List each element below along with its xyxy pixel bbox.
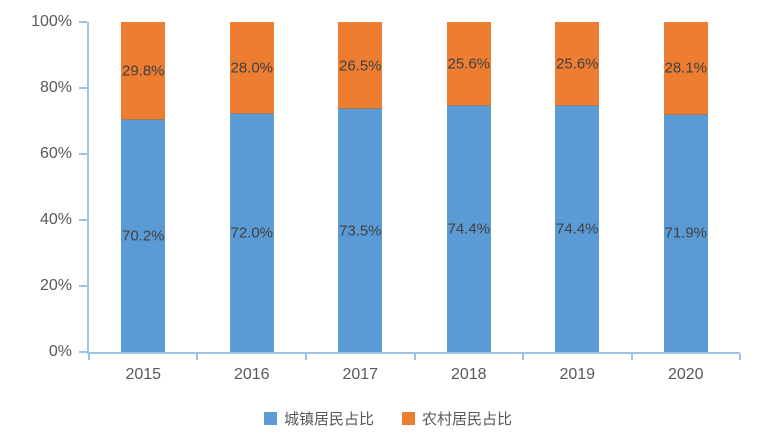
x-axis-tick (739, 354, 741, 360)
bar-segment-rural (555, 22, 600, 107)
legend-label-rural: 农村居民占比 (422, 411, 513, 428)
data-label-urban-2017: 73.5% (338, 222, 382, 240)
bar-segment-rural (229, 22, 274, 115)
bar-segment-rural (121, 22, 166, 121)
y-axis-tick (79, 153, 87, 155)
x-axis-tick (88, 354, 90, 360)
bar-segment-urban (229, 114, 274, 352)
data-label-rural-2015: 29.8% (121, 62, 165, 80)
segment-divider (555, 105, 600, 107)
bar-2018 (446, 22, 491, 352)
segment-divider (663, 113, 708, 115)
bar-2016 (229, 22, 274, 352)
y-axis-tick (79, 351, 87, 353)
legend-swatch-urban (263, 412, 277, 425)
segment-divider (446, 105, 491, 107)
bar-segment-urban (338, 109, 383, 352)
y-tick-label: 60% (39, 145, 72, 162)
x-tick-label-2016: 2016 (233, 366, 270, 383)
data-label-rural-2019: 25.6% (555, 55, 599, 73)
data-label-rural-2018: 25.6% (447, 55, 491, 73)
bar-segment-urban (121, 120, 166, 352)
segment-divider (338, 108, 383, 110)
x-tick-label-2018: 2018 (450, 366, 487, 383)
y-axis-tick (79, 87, 87, 89)
data-label-urban-2018: 74.4% (447, 220, 491, 238)
bar-2015 (121, 22, 166, 352)
bar-2020 (663, 22, 708, 352)
segment-divider (229, 113, 274, 115)
x-tick-label-2020: 2020 (667, 366, 704, 383)
x-axis-labels: 2015 2016 2017 2018 2019 2020 (89, 366, 740, 388)
y-tick-label: 20% (39, 277, 72, 294)
legend-swatch-rural (402, 412, 415, 425)
data-label-urban-2019: 74.4% (555, 220, 599, 238)
data-label-rural-2020: 28.1% (664, 59, 708, 77)
y-tick-label: 0% (48, 343, 72, 360)
x-tick-label-2017: 2017 (342, 366, 379, 383)
x-tick-label-2015: 2015 (125, 366, 162, 383)
legend-label-urban: 城镇居民占比 (283, 411, 374, 428)
y-tick-label: 80% (39, 79, 72, 96)
plot-area: 70.2% 29.8% 72.0% 28.0% 73.5% 26.5% 74.4% 25.6%… (79, 21, 741, 360)
bar-segment-rural (446, 22, 491, 107)
bar-segment-rural (663, 22, 708, 115)
x-axis-tick (630, 354, 633, 360)
data-label-rural-2016: 28.0% (230, 59, 274, 77)
bar-segment-urban (555, 106, 600, 352)
segment-divider (121, 119, 166, 121)
x-axis-tick (413, 354, 416, 360)
bar-segment-rural (338, 22, 383, 110)
data-label-rural-2017: 26.5% (338, 57, 382, 75)
legend-item-rural: 农村居民占比 (402, 408, 512, 429)
y-axis-tick (79, 219, 87, 221)
x-axis-tick (521, 354, 524, 360)
legend-item-urban: 城镇居民占比 (263, 408, 374, 429)
bar-segment-urban (446, 106, 491, 352)
legend: 城镇居民占比 农村居民占比 (0, 408, 776, 429)
data-label-urban-2016: 72.0% (230, 224, 274, 242)
bar-2019 (555, 22, 600, 352)
data-label-urban-2015: 70.2% (121, 227, 165, 245)
y-axis-tick (79, 21, 87, 23)
bar-segment-urban (663, 114, 708, 352)
y-tick-label: 100% (31, 13, 72, 30)
y-axis-tick (79, 285, 87, 287)
x-axis-tick (304, 354, 307, 360)
data-label-urban-2020: 71.9% (664, 224, 708, 242)
x-tick-label-2019: 2019 (559, 366, 596, 383)
y-tick-label: 40% (39, 211, 72, 228)
x-axis-tick (196, 354, 199, 360)
bar-2017 (338, 22, 383, 352)
y-axis-labels: 0% 20% 40% 60% 80% 100% (0, 13, 72, 360)
